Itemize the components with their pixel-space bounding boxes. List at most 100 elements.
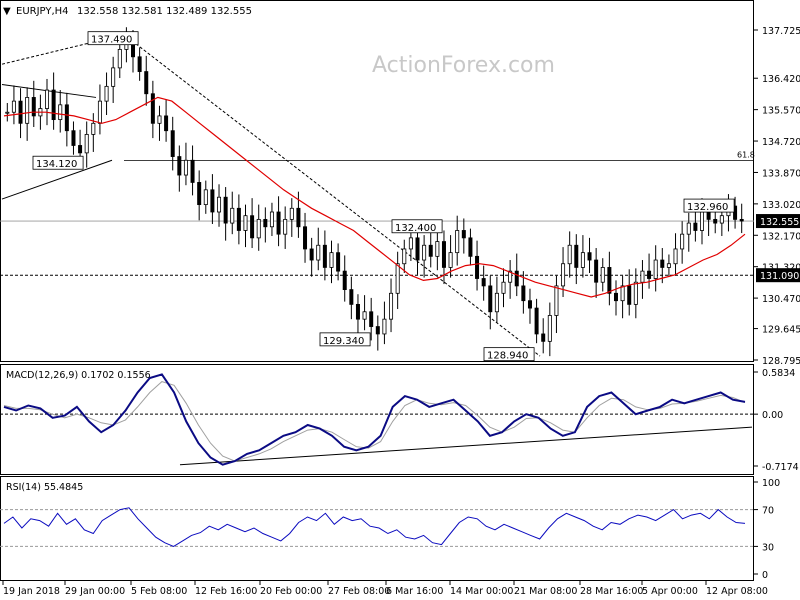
candle-body bbox=[514, 270, 519, 287]
annotation-box bbox=[683, 198, 735, 213]
candle-body bbox=[51, 89, 56, 121]
candle-body bbox=[594, 259, 599, 283]
candle-body bbox=[554, 285, 559, 316]
candle-body bbox=[144, 71, 149, 95]
time-tick-label: 5 Apr 00:00 bbox=[642, 586, 698, 597]
candle-body bbox=[190, 159, 195, 183]
candle-body bbox=[607, 267, 612, 294]
price-dropdown-icon[interactable]: ▼ bbox=[3, 6, 11, 17]
annotation-box bbox=[319, 332, 371, 347]
candle-body bbox=[402, 248, 407, 265]
candle-body bbox=[719, 215, 724, 224]
rsi-tick-label: 0 bbox=[762, 570, 768, 581]
candle-body bbox=[236, 207, 241, 231]
time-tick-label: 21 Mar 08:00 bbox=[514, 586, 577, 597]
price-tick-label: 137.725 bbox=[762, 26, 800, 37]
candle-body bbox=[283, 218, 288, 235]
candle-body bbox=[395, 263, 400, 294]
candle-body bbox=[501, 281, 506, 294]
candle-body bbox=[587, 252, 592, 261]
candle-body bbox=[660, 259, 665, 268]
candle-body bbox=[640, 270, 645, 283]
price-tick-label: 135.570 bbox=[762, 106, 800, 117]
candle-body bbox=[567, 244, 572, 265]
macd-panel-frame bbox=[0, 364, 754, 475]
annotation-box bbox=[391, 219, 443, 234]
candle-body bbox=[680, 233, 685, 250]
macd-tick-label: 0.5834 bbox=[762, 368, 795, 379]
symbol-info: EURJPY,H4 bbox=[16, 6, 69, 17]
candle-body bbox=[435, 241, 440, 257]
candle-body bbox=[342, 270, 347, 291]
time-tick-label: 12 Apr 08:00 bbox=[706, 586, 768, 597]
candle-body bbox=[475, 255, 480, 279]
candle-body bbox=[375, 326, 380, 335]
price-tick-label: 130.470 bbox=[762, 294, 800, 305]
time-tick-label: 27 Feb 08:00 bbox=[328, 586, 390, 597]
candle-body bbox=[633, 281, 638, 305]
candle-body bbox=[203, 189, 208, 206]
candle-body bbox=[441, 241, 446, 268]
rsi-tick-label: 70 bbox=[762, 506, 774, 517]
candle-body bbox=[289, 207, 294, 220]
candle-body bbox=[481, 278, 486, 287]
candle-body bbox=[600, 267, 605, 283]
annotation-box bbox=[32, 155, 84, 170]
candle-body bbox=[104, 85, 109, 102]
candle-body bbox=[111, 67, 116, 87]
candle-body bbox=[45, 89, 50, 109]
watermark: ActionForex.com bbox=[372, 53, 555, 78]
candle-body bbox=[673, 248, 678, 265]
dashed-top-line bbox=[1, 34, 125, 65]
candle-body bbox=[369, 311, 374, 327]
candle-body bbox=[408, 237, 413, 250]
moving-average-line bbox=[3, 96, 746, 298]
candle-body bbox=[547, 315, 552, 342]
macd-signal-line bbox=[3, 381, 746, 462]
candle-body bbox=[336, 252, 341, 272]
candle-body bbox=[58, 104, 63, 121]
wedge-bottom-line bbox=[1, 159, 113, 200]
candle-body bbox=[389, 292, 394, 320]
price-tick-label: 136.420 bbox=[762, 74, 800, 85]
candle-body bbox=[494, 292, 499, 313]
candle-body bbox=[223, 196, 228, 224]
candle-body bbox=[217, 196, 222, 213]
price-layer: 61.8 137.490 134.120 132.400 129.340 128.940 1… bbox=[0, 27, 755, 362]
candle-body bbox=[355, 303, 360, 320]
macd-line bbox=[3, 373, 746, 466]
candle-body bbox=[461, 230, 466, 239]
candle-body bbox=[25, 97, 30, 124]
rsi-tick-label: 100 bbox=[762, 478, 780, 489]
macd-title: MACD(12,26,9) 0.1702 0.1556 bbox=[6, 370, 151, 381]
annotation-label: 128.940 bbox=[487, 351, 528, 362]
time-tick-label: 12 Feb 16:00 bbox=[195, 586, 257, 597]
annotation-label: 132.400 bbox=[395, 223, 436, 234]
candle-body bbox=[296, 207, 301, 228]
time-tick-label: 14 Mar 00:00 bbox=[450, 586, 513, 597]
ohlc-values: 132.558 132.581 132.489 132.555 bbox=[77, 6, 252, 17]
time-tick-label: 29 Jan 00:00 bbox=[65, 586, 125, 597]
candle-body bbox=[197, 182, 202, 206]
candle-body bbox=[322, 244, 327, 268]
candle-body bbox=[739, 218, 744, 222]
price-tick-label: 129.645 bbox=[762, 325, 800, 336]
rsi-panel-frame bbox=[0, 476, 754, 581]
candle-body bbox=[150, 93, 155, 124]
candle-body bbox=[164, 115, 169, 132]
current-price-badge-text: 132.555 bbox=[760, 217, 799, 228]
candle-body bbox=[183, 159, 188, 176]
candle-body bbox=[455, 230, 460, 254]
candle-body bbox=[11, 100, 16, 113]
candle-body bbox=[468, 237, 473, 257]
candle-body bbox=[349, 289, 354, 305]
annotation-label: 137.490 bbox=[91, 35, 132, 46]
candle-body bbox=[693, 222, 698, 231]
candle-body bbox=[508, 270, 513, 283]
level-badge-text: 131.090 bbox=[760, 271, 799, 282]
candle-body bbox=[713, 218, 718, 224]
fib-label: 61.8 bbox=[737, 151, 755, 160]
time-tick-label: 5 Feb 08:00 bbox=[131, 586, 187, 597]
time-tick-label: 6 Mar 16:00 bbox=[386, 586, 443, 597]
rsi-tick-label: 30 bbox=[762, 542, 774, 553]
